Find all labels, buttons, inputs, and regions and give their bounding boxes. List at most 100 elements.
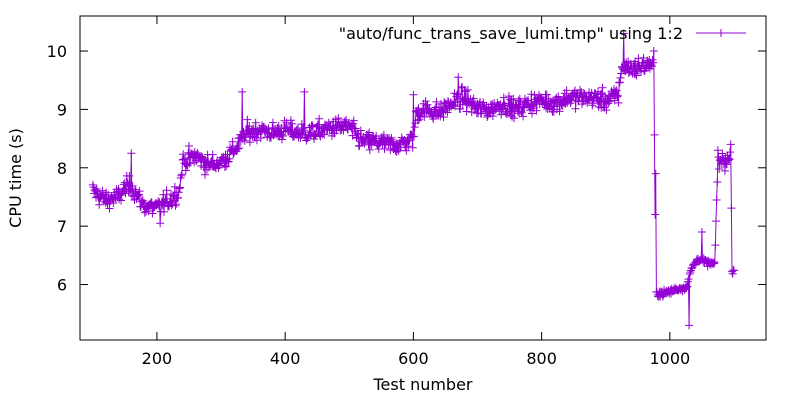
data-point xyxy=(245,138,254,147)
data-point xyxy=(421,97,430,106)
data-point xyxy=(520,94,529,103)
data-point xyxy=(542,103,551,112)
data-point xyxy=(313,120,322,129)
data-point xyxy=(479,98,488,107)
data-point xyxy=(201,170,210,179)
data-point xyxy=(716,155,725,164)
data-point xyxy=(647,60,656,69)
data-point xyxy=(588,99,597,108)
data-point xyxy=(156,219,165,228)
data-point xyxy=(697,228,706,236)
data-point xyxy=(508,112,517,121)
y-tick-label: 8 xyxy=(57,159,67,178)
data-point xyxy=(238,87,247,96)
data-point xyxy=(542,90,551,99)
x-tick-label: 200 xyxy=(142,349,173,368)
data-point xyxy=(316,132,325,141)
data-point xyxy=(170,182,179,191)
data-point xyxy=(185,159,194,168)
data-point xyxy=(125,171,134,180)
data-point xyxy=(499,93,508,102)
legend: "auto/func_trans_save_lumi.tmp" using 1:… xyxy=(339,24,746,44)
data-point xyxy=(124,181,133,190)
data-point xyxy=(410,132,419,141)
data-point xyxy=(282,118,291,127)
data-point xyxy=(258,121,267,130)
data-point xyxy=(517,107,526,116)
data-point xyxy=(108,194,117,203)
data-point xyxy=(695,257,704,266)
data-point xyxy=(642,63,651,72)
data-point xyxy=(222,162,231,171)
x-tick-label: 800 xyxy=(526,349,557,368)
data-point xyxy=(134,191,143,200)
data-point xyxy=(524,96,533,105)
data-point xyxy=(149,204,158,213)
data-point xyxy=(413,116,422,125)
data-point xyxy=(394,146,403,155)
data-point xyxy=(636,67,645,76)
data-point xyxy=(727,204,736,213)
data-point xyxy=(622,58,631,67)
data-point xyxy=(490,106,499,115)
data-point xyxy=(651,210,660,219)
data-point xyxy=(571,104,580,113)
data-point xyxy=(596,90,605,99)
data-point xyxy=(686,268,695,277)
data-point xyxy=(98,186,107,195)
data-point xyxy=(300,87,309,96)
data-point xyxy=(320,130,329,139)
data-point xyxy=(95,200,104,209)
data-point xyxy=(349,116,358,125)
data-point xyxy=(476,109,485,118)
data-point xyxy=(175,184,184,193)
data-point xyxy=(590,89,599,98)
data-point xyxy=(311,131,320,140)
data-point xyxy=(710,259,719,268)
data-point xyxy=(290,132,299,141)
data-point xyxy=(504,99,513,108)
y-tick-label: 6 xyxy=(57,276,67,295)
data-point xyxy=(360,139,369,148)
data-point xyxy=(380,144,389,153)
data-point xyxy=(488,100,497,109)
data-point xyxy=(562,86,571,95)
data-point xyxy=(135,187,144,196)
data-point xyxy=(613,92,622,101)
data-point xyxy=(288,119,297,128)
data-point xyxy=(392,139,401,148)
data-point xyxy=(174,193,183,202)
data-point xyxy=(682,283,691,292)
data-point xyxy=(118,187,127,196)
data-point xyxy=(286,116,295,125)
data-point xyxy=(482,102,491,111)
data-point xyxy=(557,101,566,110)
data-point xyxy=(299,124,308,133)
data-point xyxy=(602,106,611,115)
data-point xyxy=(159,207,168,216)
data-point xyxy=(710,257,719,266)
data-point xyxy=(501,108,510,117)
data-point xyxy=(588,101,597,110)
data-point xyxy=(436,112,445,121)
data-point xyxy=(615,78,624,87)
data-point xyxy=(631,69,640,78)
data-point xyxy=(624,68,633,77)
y-tick-label: 7 xyxy=(57,217,67,236)
data-point xyxy=(409,90,418,99)
data-point xyxy=(148,209,157,218)
data-point xyxy=(454,89,463,98)
data-point xyxy=(724,156,733,165)
data-point xyxy=(632,71,641,80)
data-point xyxy=(454,73,463,82)
data-point xyxy=(410,123,419,132)
data-point xyxy=(347,123,356,132)
data-point xyxy=(127,149,136,158)
data-point xyxy=(488,112,497,121)
data-point xyxy=(356,126,365,135)
data-point xyxy=(595,96,604,105)
data-point xyxy=(439,113,448,122)
data-point xyxy=(372,131,381,140)
data-point xyxy=(519,112,528,121)
data-point xyxy=(247,125,256,134)
